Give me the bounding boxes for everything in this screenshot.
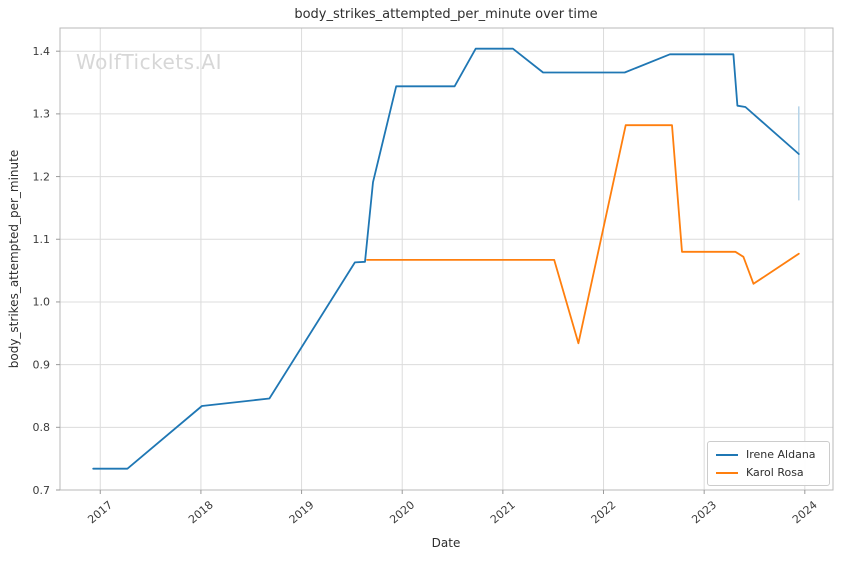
legend-label: Karol Rosa: [746, 466, 804, 479]
legend-line-swatch: [716, 453, 738, 456]
legend-entry: Karol Rosa: [716, 466, 821, 479]
series-line-karol-rosa: [366, 124, 800, 345]
y-axis-label: body_strikes_attempted_per_minute: [7, 149, 21, 369]
x-tick-label: 2023: [689, 498, 719, 526]
x-tick-label: 2021: [488, 498, 518, 526]
x-tick-label: 2020: [387, 498, 417, 526]
series-line-irene-aldana: [92, 47, 800, 470]
x-tick-label: 2019: [287, 498, 317, 526]
chart-title: body_strikes_attempted_per_minute over t…: [294, 7, 598, 22]
y-tick-label: 1.1: [33, 233, 51, 246]
x-axis-label: Date: [431, 536, 461, 550]
y-tick-label: 0.9: [33, 358, 51, 371]
x-tick-label: 2018: [186, 498, 216, 526]
x-tick-label: 2024: [790, 498, 820, 526]
legend: Irene Aldana Karol Rosa: [707, 441, 830, 486]
plot-border: [59, 27, 834, 491]
x-tick-label: 2017: [85, 498, 115, 526]
x-tick-label: 2022: [589, 498, 619, 526]
y-tick-label: 0.7: [33, 484, 51, 497]
legend-entry: Irene Aldana: [716, 448, 821, 461]
y-tick-label: 1.4: [33, 45, 51, 58]
legend-label: Irene Aldana: [746, 448, 816, 461]
y-tick-label: 1.2: [33, 170, 51, 183]
y-tick-label: 1.0: [33, 296, 51, 309]
y-tick-label: 0.8: [33, 421, 51, 434]
legend-line-swatch: [716, 471, 738, 474]
y-tick-label: 1.3: [33, 108, 51, 121]
